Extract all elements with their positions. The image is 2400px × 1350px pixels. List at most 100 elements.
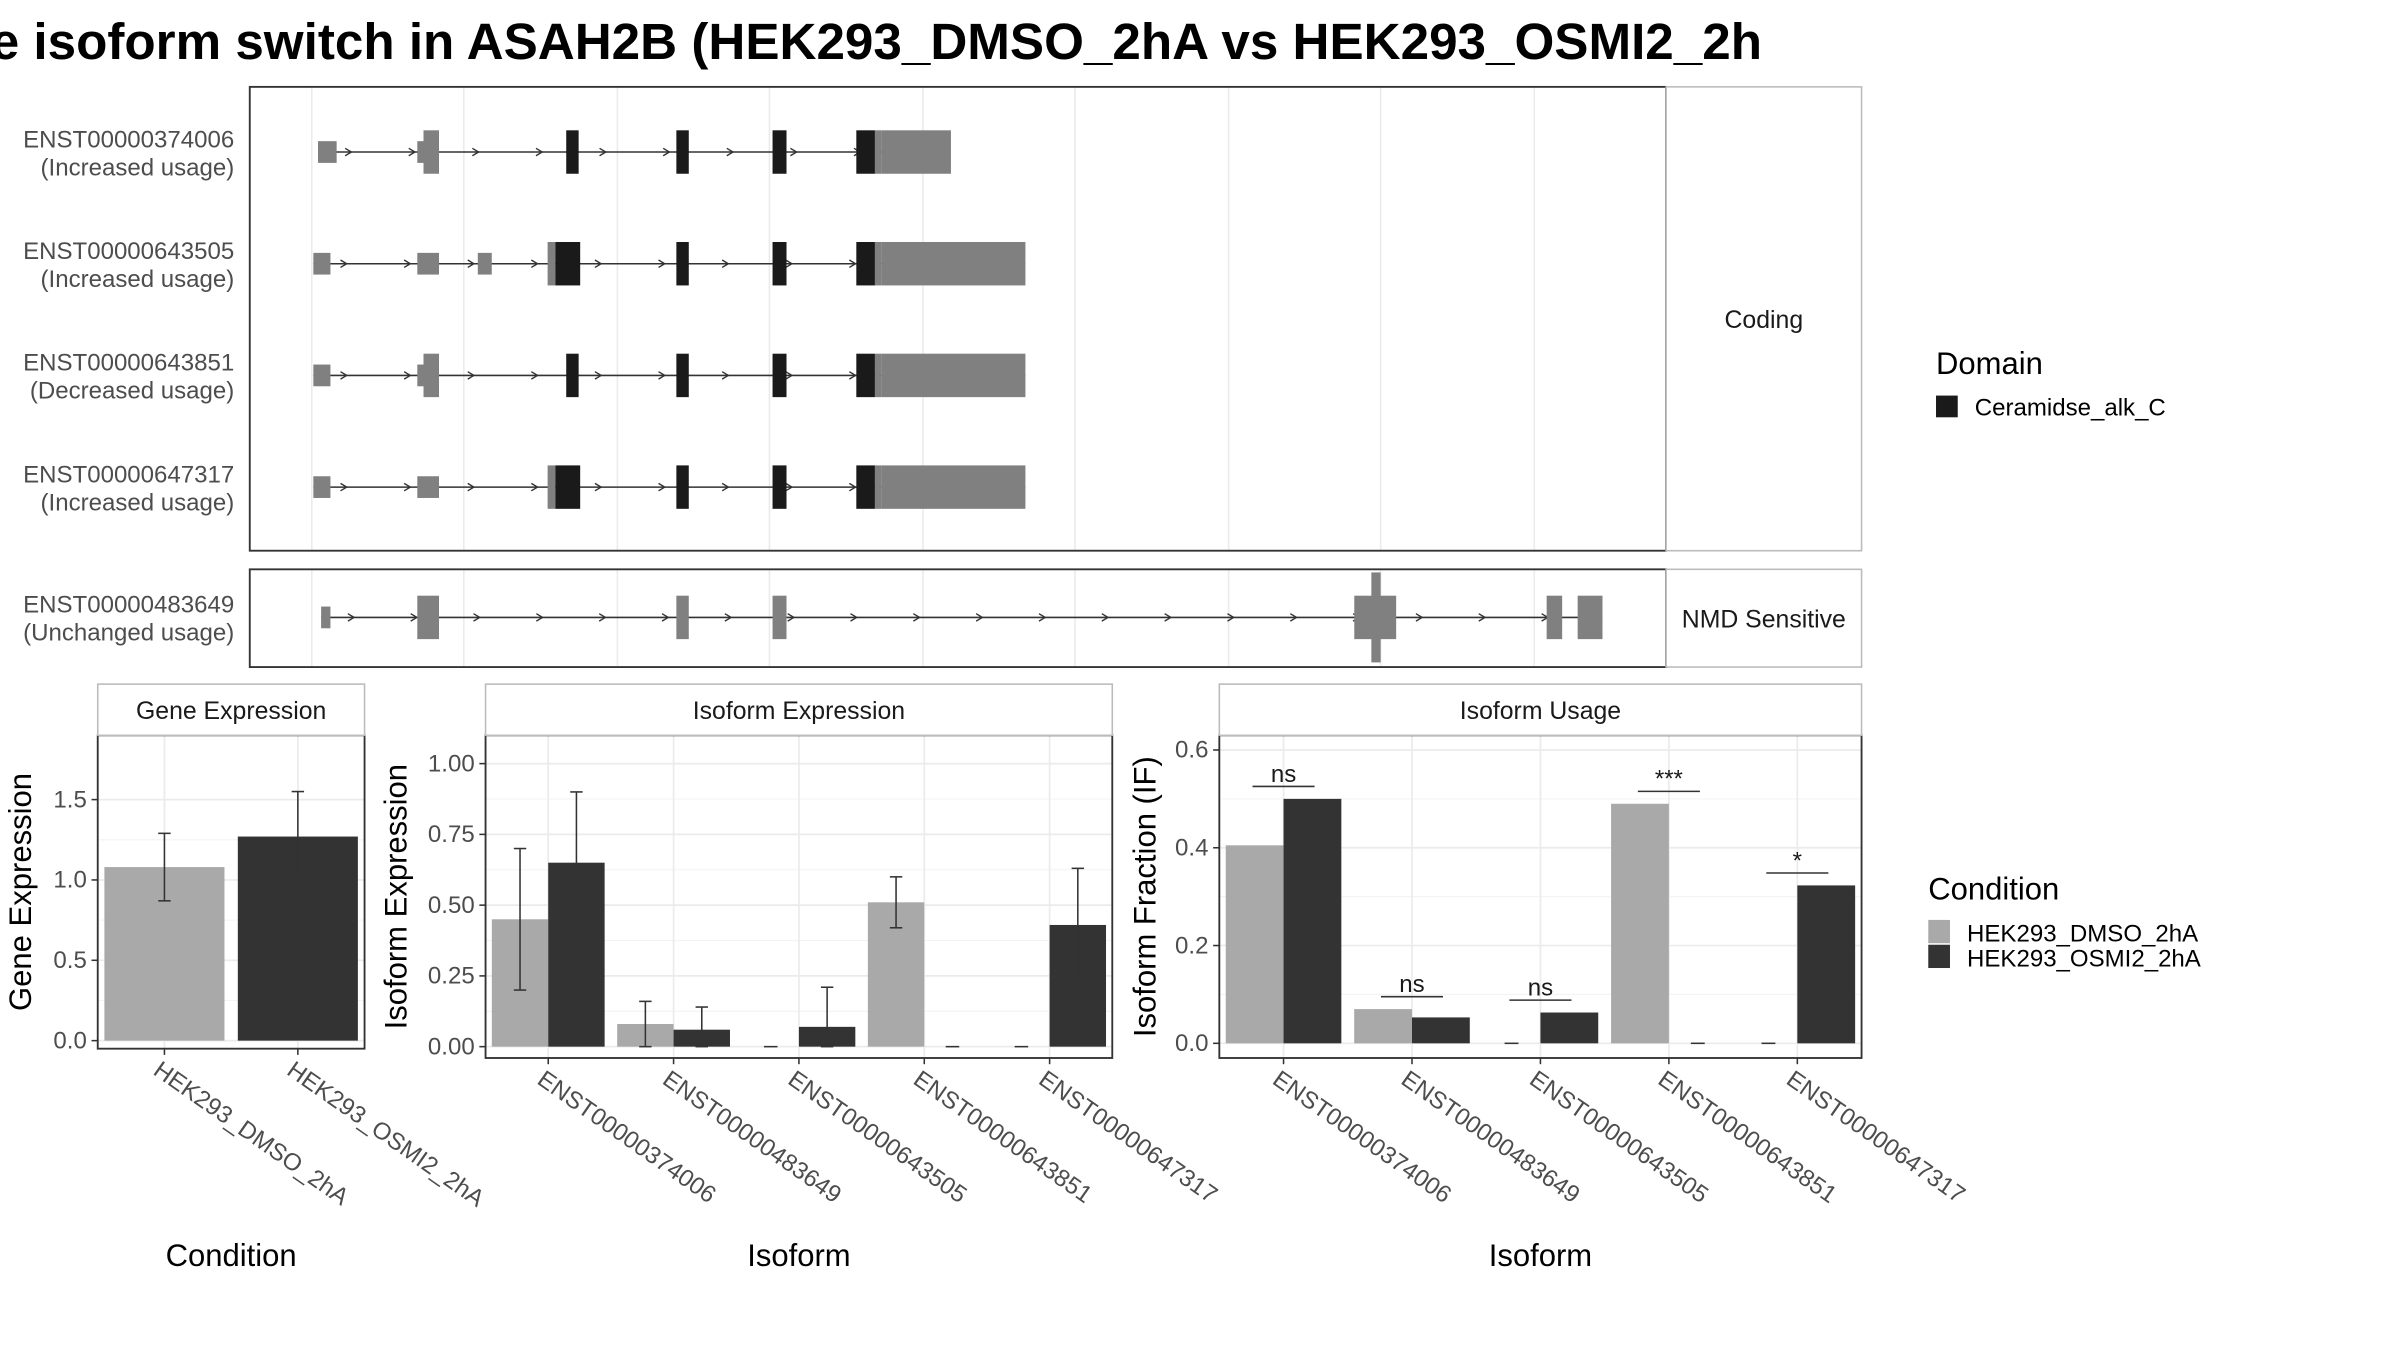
panel-title: Gene Expression [136, 698, 326, 725]
panel-title: Isoform Expression [693, 698, 905, 725]
intron-arrow [785, 482, 794, 492]
intron-arrow [594, 259, 603, 269]
intron-arrow [536, 613, 544, 622]
coding-exon [874, 353, 882, 398]
x-axis-title: Condition [166, 1238, 297, 1273]
significance-label: *** [1655, 766, 1683, 793]
coding-exon [874, 465, 882, 509]
intron-arrow [340, 371, 349, 380]
transcript-ENST00000643851 [313, 353, 1026, 398]
transcript-id-label: ENST00000643851 [23, 350, 234, 377]
y-tick-label: 0.25 [428, 963, 475, 990]
structure-panel-1: NMD Sensitive [248, 568, 1863, 668]
domain-block [676, 353, 689, 398]
y-tick-label: 0.5 [53, 947, 86, 974]
intron-arrow [403, 482, 412, 492]
coding-exon [547, 465, 556, 509]
x-axis-title: Isoform [1489, 1238, 1592, 1273]
domain-block [772, 130, 787, 174]
transcript-usage-label: (Increased usage) [41, 266, 235, 293]
intron-arrow [467, 371, 476, 380]
y-tick-label: 0.0 [1175, 1030, 1208, 1057]
utr-exon [417, 364, 424, 387]
intron-arrow [1289, 613, 1298, 622]
y-tick-label: 0.50 [428, 892, 475, 919]
utr-exon [417, 476, 440, 498]
y-tick-label: 0.00 [428, 1033, 475, 1060]
panel-background [249, 569, 1667, 668]
intron-arrow [785, 259, 794, 269]
legend-domain-item: Ceramidse_alk_C [1975, 395, 2166, 422]
bar [1225, 845, 1284, 1044]
intron-arrow [975, 613, 984, 622]
transcript-id-label: ENST00000483649 [23, 592, 234, 619]
intron-arrow [530, 259, 539, 269]
utr-exon [417, 141, 424, 163]
intron-arrow [530, 371, 539, 380]
legend-condition-key-dmso [1928, 919, 1950, 944]
coding-exon [547, 242, 556, 286]
coding-exon [676, 595, 689, 640]
facet-strip-label: Coding [1725, 307, 1804, 334]
intron-arrow [848, 259, 857, 269]
utr-exon [313, 364, 331, 387]
domain-block [856, 130, 875, 174]
bar [1797, 885, 1856, 1044]
coding-exon [423, 353, 440, 398]
transcript-ENST00000374006 [318, 130, 951, 174]
intron-arrow [661, 613, 670, 622]
coding-exon [881, 353, 1026, 398]
intron-arrow [347, 613, 356, 622]
facet-strip [1665, 568, 1863, 668]
coding-exon [1546, 595, 1563, 640]
coding-exon [874, 130, 882, 174]
utr-exon [313, 252, 331, 275]
bar [1611, 803, 1669, 1044]
intron-arrow [467, 482, 476, 492]
plot-title: e isoform switch in ASAH2B (HEK293_DMSO_… [0, 13, 1762, 70]
coding-exon [874, 242, 882, 286]
intron-arrow [1415, 613, 1424, 622]
utr-exon [318, 141, 337, 163]
bar [1411, 1017, 1470, 1044]
legend-condition-key-osmi [1928, 944, 1950, 969]
intron-arrow [658, 371, 667, 380]
legend-condition-item: HEK293_DMSO_2hA [1967, 921, 2198, 948]
intron-arrow [848, 371, 857, 380]
intron-arrow [662, 147, 671, 157]
utr-exon [313, 476, 331, 498]
y-tick-label: 0.6 [1175, 737, 1208, 764]
domain-block [676, 465, 689, 509]
intron-arrow [787, 613, 796, 622]
legend-condition-title: Condition [1928, 872, 2059, 907]
domain-block [566, 353, 579, 398]
coding-exon [1371, 572, 1381, 663]
intron-arrow [599, 147, 608, 157]
transcript-usage-label: (Increased usage) [41, 154, 235, 181]
legend-condition-item: HEK293_OSMI2_2hA [1967, 945, 2201, 972]
utr-exon [477, 252, 492, 275]
significance-label: * [1793, 847, 1802, 874]
transcript-usage-label: (Increased usage) [41, 489, 235, 516]
panel-title: Isoform Usage [1460, 698, 1621, 725]
y-axis-title: Isoform Expression [378, 764, 413, 1029]
intron-arrow [344, 147, 353, 157]
intron-arrow [724, 613, 733, 622]
plot-root: e isoform switch in ASAH2B (HEK293_DMSO_… [0, 13, 2201, 1273]
transcript-id-label: ENST00000647317 [23, 461, 234, 488]
domain-block [772, 353, 787, 398]
domain-block [856, 465, 875, 509]
transcript-ENST00000647317 [313, 465, 1026, 509]
coding-exon [881, 242, 1026, 286]
intron-arrow [410, 613, 419, 622]
y-tick-label: 1.5 [53, 786, 86, 813]
domain-block [676, 242, 689, 286]
intron-arrow [1101, 613, 1110, 622]
intron-arrow [721, 482, 730, 492]
y-tick-label: 0.0 [53, 1027, 86, 1054]
significance-label: ns [1528, 974, 1553, 1001]
intron-arrow [1164, 613, 1173, 622]
domain-block [856, 353, 875, 398]
bar [1354, 1009, 1412, 1044]
significance-label: ns [1399, 971, 1424, 998]
